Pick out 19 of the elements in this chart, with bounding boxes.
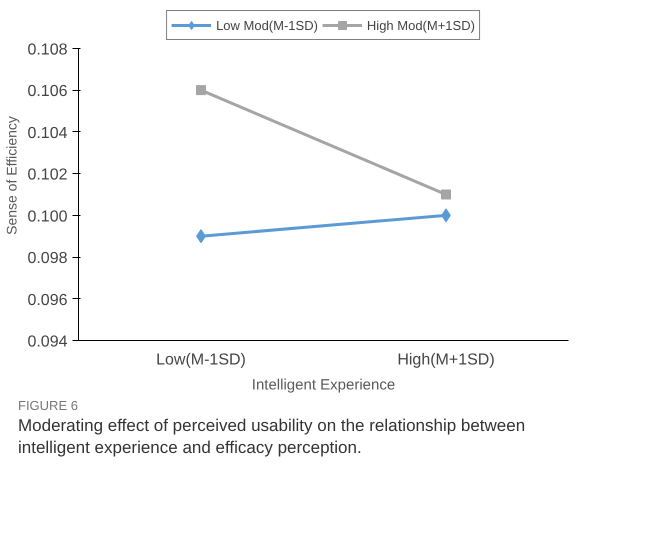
text: Moderating effect of perceived usability on the relationship between	[18, 416, 526, 436]
y-tick-label: 0.106	[27, 83, 68, 100]
y-tick-label: 0.104	[27, 124, 68, 142]
x-axis-title: Intelligent Experience	[252, 376, 396, 394]
text: intelligent experience and efficacy perception.	[18, 438, 362, 458]
legend-label: High Mod(M+1SD)	[366, 18, 475, 32]
x-tick-label: High(M+1SD)	[397, 352, 495, 368]
y-tick-label: 0.096	[27, 292, 68, 309]
x-tick-label: Low(M-1SD)	[156, 352, 246, 368]
y-tick-label: 0.100	[27, 208, 68, 226]
y-tick-label: 0.108	[27, 41, 68, 58]
y-axis-title: Sense of Efficiency	[3, 116, 20, 235]
legend-label: Low Mod(M-1SD)	[216, 18, 318, 32]
point	[441, 189, 451, 200]
y-tick-label: 0.094	[27, 334, 68, 350]
y-tick-label: 0.102	[27, 166, 68, 184]
y-tick-label: 0.098	[27, 250, 68, 268]
caption: FIGURE 6	[18, 398, 78, 414]
point	[196, 85, 206, 96]
